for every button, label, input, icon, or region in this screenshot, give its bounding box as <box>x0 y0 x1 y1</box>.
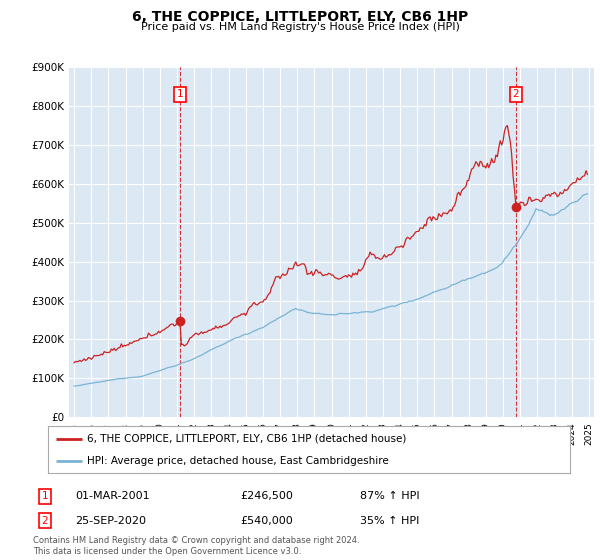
Text: £540,000: £540,000 <box>240 516 293 526</box>
Text: 87% ↑ HPI: 87% ↑ HPI <box>360 491 419 501</box>
Text: 6, THE COPPICE, LITTLEPORT, ELY, CB6 1HP (detached house): 6, THE COPPICE, LITTLEPORT, ELY, CB6 1HP… <box>87 434 407 444</box>
Text: HPI: Average price, detached house, East Cambridgeshire: HPI: Average price, detached house, East… <box>87 456 389 466</box>
Text: 25-SEP-2020: 25-SEP-2020 <box>75 516 146 526</box>
Text: 2: 2 <box>41 516 49 526</box>
Text: £246,500: £246,500 <box>240 491 293 501</box>
Text: Contains HM Land Registry data © Crown copyright and database right 2024.
This d: Contains HM Land Registry data © Crown c… <box>33 536 359 556</box>
Text: 1: 1 <box>41 491 49 501</box>
Text: 35% ↑ HPI: 35% ↑ HPI <box>360 516 419 526</box>
Text: 2: 2 <box>512 90 519 100</box>
Text: Price paid vs. HM Land Registry's House Price Index (HPI): Price paid vs. HM Land Registry's House … <box>140 22 460 32</box>
Text: 01-MAR-2001: 01-MAR-2001 <box>75 491 149 501</box>
Text: 6, THE COPPICE, LITTLEPORT, ELY, CB6 1HP: 6, THE COPPICE, LITTLEPORT, ELY, CB6 1HP <box>132 10 468 24</box>
Text: 1: 1 <box>176 90 184 100</box>
